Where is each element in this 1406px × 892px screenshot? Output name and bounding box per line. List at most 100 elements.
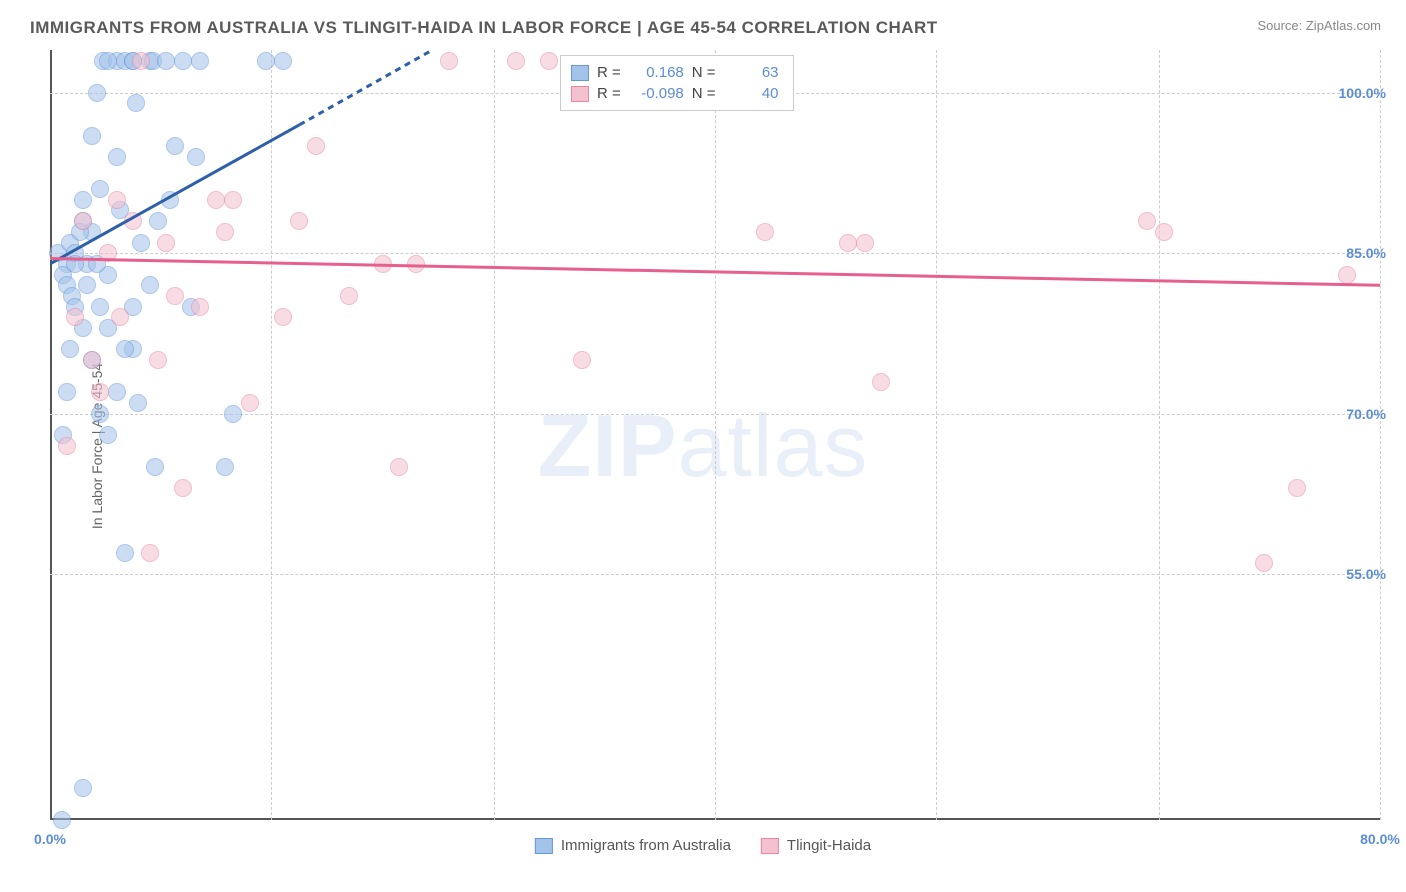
scatter-point — [187, 148, 205, 166]
legend-item-2: Tlingit-Haida — [761, 837, 871, 854]
legend-item-1: Immigrants from Australia — [535, 837, 731, 854]
scatter-point — [91, 298, 109, 316]
scatter-point — [207, 191, 225, 209]
scatter-point — [116, 544, 134, 562]
source-attribution: Source: ZipAtlas.com — [1257, 18, 1381, 33]
gridline-v — [936, 50, 937, 820]
scatter-point — [174, 52, 192, 70]
scatter-point — [132, 52, 150, 70]
scatter-point — [756, 223, 774, 241]
scatter-point — [216, 223, 234, 241]
scatter-point — [108, 148, 126, 166]
stats-swatch-2 — [571, 86, 589, 102]
scatter-point — [374, 255, 392, 273]
stats-row-series-2: R = -0.098 N = 40 — [571, 83, 779, 104]
scatter-point — [507, 52, 525, 70]
scatter-point — [440, 52, 458, 70]
scatter-point — [74, 191, 92, 209]
scatter-point — [307, 137, 325, 155]
scatter-point — [78, 276, 96, 294]
scatter-point — [872, 373, 890, 391]
scatter-point — [224, 191, 242, 209]
scatter-point — [127, 94, 145, 112]
legend-swatch-1 — [535, 838, 553, 854]
scatter-point — [274, 52, 292, 70]
scatter-point — [149, 351, 167, 369]
stats-r-label-1: R = — [597, 64, 621, 81]
scatter-point — [91, 180, 109, 198]
scatter-point — [53, 811, 71, 829]
scatter-point — [1288, 479, 1306, 497]
scatter-point — [141, 276, 159, 294]
scatter-point — [290, 212, 308, 230]
scatter-point — [157, 234, 175, 252]
scatter-point — [540, 52, 558, 70]
stats-n-label-1: N = — [692, 64, 716, 81]
scatter-point — [407, 255, 425, 273]
scatter-point — [1338, 266, 1356, 284]
legend-label-1: Immigrants from Australia — [561, 837, 731, 854]
scatter-point — [157, 52, 175, 70]
scatter-point — [1155, 223, 1173, 241]
scatter-point — [149, 212, 167, 230]
scatter-point — [66, 308, 84, 326]
scatter-point — [91, 383, 109, 401]
scatter-point — [390, 458, 408, 476]
scatter-point — [132, 234, 150, 252]
scatter-point — [146, 458, 164, 476]
scatter-point — [91, 405, 109, 423]
scatter-point — [166, 287, 184, 305]
x-tick-label: 80.0% — [1360, 831, 1400, 847]
bottom-legend: Immigrants from Australia Tlingit-Haida — [535, 837, 871, 854]
scatter-point — [74, 779, 92, 797]
stats-n-label-2: N = — [692, 85, 716, 102]
scatter-point — [124, 212, 142, 230]
scatter-point — [340, 287, 358, 305]
scatter-point — [161, 191, 179, 209]
stats-row-series-1: R = 0.168 N = 63 — [571, 62, 779, 83]
gridline-v — [715, 50, 716, 820]
stats-r-value-1: 0.168 — [629, 64, 684, 81]
scatter-point — [573, 351, 591, 369]
scatter-point — [257, 52, 275, 70]
scatter-point — [274, 308, 292, 326]
x-tick-label: 0.0% — [34, 831, 66, 847]
stats-n-value-1: 63 — [724, 64, 779, 81]
scatter-point — [166, 137, 184, 155]
scatter-point — [191, 298, 209, 316]
scatter-point — [191, 52, 209, 70]
y-tick-label: 100.0% — [1339, 85, 1386, 101]
scatter-point — [99, 52, 117, 70]
scatter-point — [856, 234, 874, 252]
stats-swatch-1 — [571, 65, 589, 81]
stats-r-label-2: R = — [597, 85, 621, 102]
scatter-point — [241, 394, 259, 412]
stats-box: R = 0.168 N = 63 R = -0.098 N = 40 — [560, 55, 794, 111]
scatter-point — [99, 426, 117, 444]
scatter-point — [111, 308, 129, 326]
scatter-point — [83, 127, 101, 145]
scatter-point — [66, 255, 84, 273]
scatter-point — [58, 437, 76, 455]
scatter-point — [108, 191, 126, 209]
scatter-point — [216, 458, 234, 476]
scatter-point — [129, 394, 147, 412]
gridline-v — [494, 50, 495, 820]
scatter-point — [224, 405, 242, 423]
stats-r-value-2: -0.098 — [629, 85, 684, 102]
scatter-point — [1138, 212, 1156, 230]
gridline-v — [271, 50, 272, 820]
stats-n-value-2: 40 — [724, 85, 779, 102]
scatter-point — [174, 479, 192, 497]
scatter-point — [99, 244, 117, 262]
gridline-v — [1159, 50, 1160, 820]
scatter-point — [58, 383, 76, 401]
scatter-point — [74, 212, 92, 230]
scatter-point — [61, 340, 79, 358]
legend-label-2: Tlingit-Haida — [787, 837, 871, 854]
scatter-point — [839, 234, 857, 252]
scatter-point — [116, 340, 134, 358]
scatter-point — [108, 383, 126, 401]
scatter-point — [83, 351, 101, 369]
gridline-v — [1380, 50, 1381, 820]
